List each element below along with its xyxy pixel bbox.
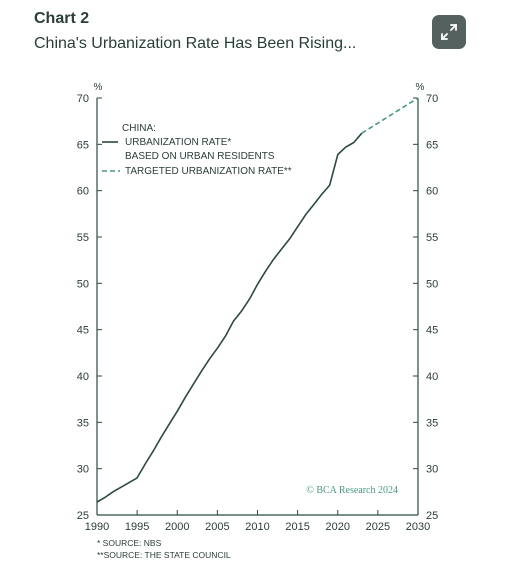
y-tick-label-right: 70 [426, 93, 438, 105]
chart-subtitle: China's Urbanization Rate Has Been Risin… [34, 35, 357, 52]
y-tick-label-right: 65 [426, 139, 438, 151]
y-tick-label-left: 25 [77, 510, 89, 522]
y-tick-label-right: 60 [426, 186, 438, 198]
series-line-target [361, 97, 419, 134]
x-tick-label: 1990 [85, 521, 109, 533]
y-tick-label-left: 60 [77, 186, 89, 198]
y-tick-label-right: 25 [426, 510, 438, 522]
y-tick-label-right: 35 [426, 417, 438, 429]
series-line-actual [96, 132, 363, 503]
y-tick-label-left: 65 [77, 139, 89, 151]
y-unit-left: % [94, 82, 103, 93]
y-tick-label-left: 45 [77, 325, 89, 337]
source-notes: * SOURCE: NBS **SOURCE: THE STATE COUNCI… [97, 537, 231, 561]
chart-title: Chart 2 [34, 10, 90, 27]
x-tick-label: 2000 [165, 521, 189, 533]
x-tick-label: 2015 [285, 521, 309, 533]
x-tick-label: 1995 [125, 521, 149, 533]
expand-icon [441, 24, 457, 40]
y-tick-label-right: 40 [426, 371, 438, 383]
y-tick-label-left: 70 [77, 93, 89, 105]
y-tick-label-left: 50 [77, 278, 89, 290]
x-tick-label: 2025 [366, 521, 390, 533]
legend-target-label: TARGETED URBANIZATION RATE** [125, 166, 292, 177]
y-tick-label-right: 55 [426, 232, 438, 244]
x-tick-label: 2030 [406, 521, 430, 533]
x-tick-label: 2010 [245, 521, 269, 533]
legend-heading: CHINA: [122, 123, 156, 134]
source-note-2: **SOURCE: THE STATE COUNCIL [97, 550, 231, 560]
y-tick-label-left: 35 [77, 417, 89, 429]
legend-actual-line2: BASED ON URBAN RESIDENTS [125, 151, 275, 162]
y-tick-label-right: 30 [426, 464, 438, 476]
legend-actual-line1: URBANIZATION RATE* [125, 137, 231, 148]
watermark: © BCA Research 2024 [306, 485, 398, 496]
source-note-1: * SOURCE: NBS [97, 538, 162, 548]
x-tick-label: 2005 [205, 521, 229, 533]
expand-button[interactable] [432, 15, 466, 49]
x-tick-label: 2020 [326, 521, 350, 533]
y-tick-label-right: 50 [426, 278, 438, 290]
y-tick-label-left: 40 [77, 371, 89, 383]
y-tick-label-left: 55 [77, 232, 89, 244]
y-tick-label-left: 30 [77, 464, 89, 476]
y-unit-right: % [416, 82, 425, 93]
y-tick-label-right: 45 [426, 325, 438, 337]
